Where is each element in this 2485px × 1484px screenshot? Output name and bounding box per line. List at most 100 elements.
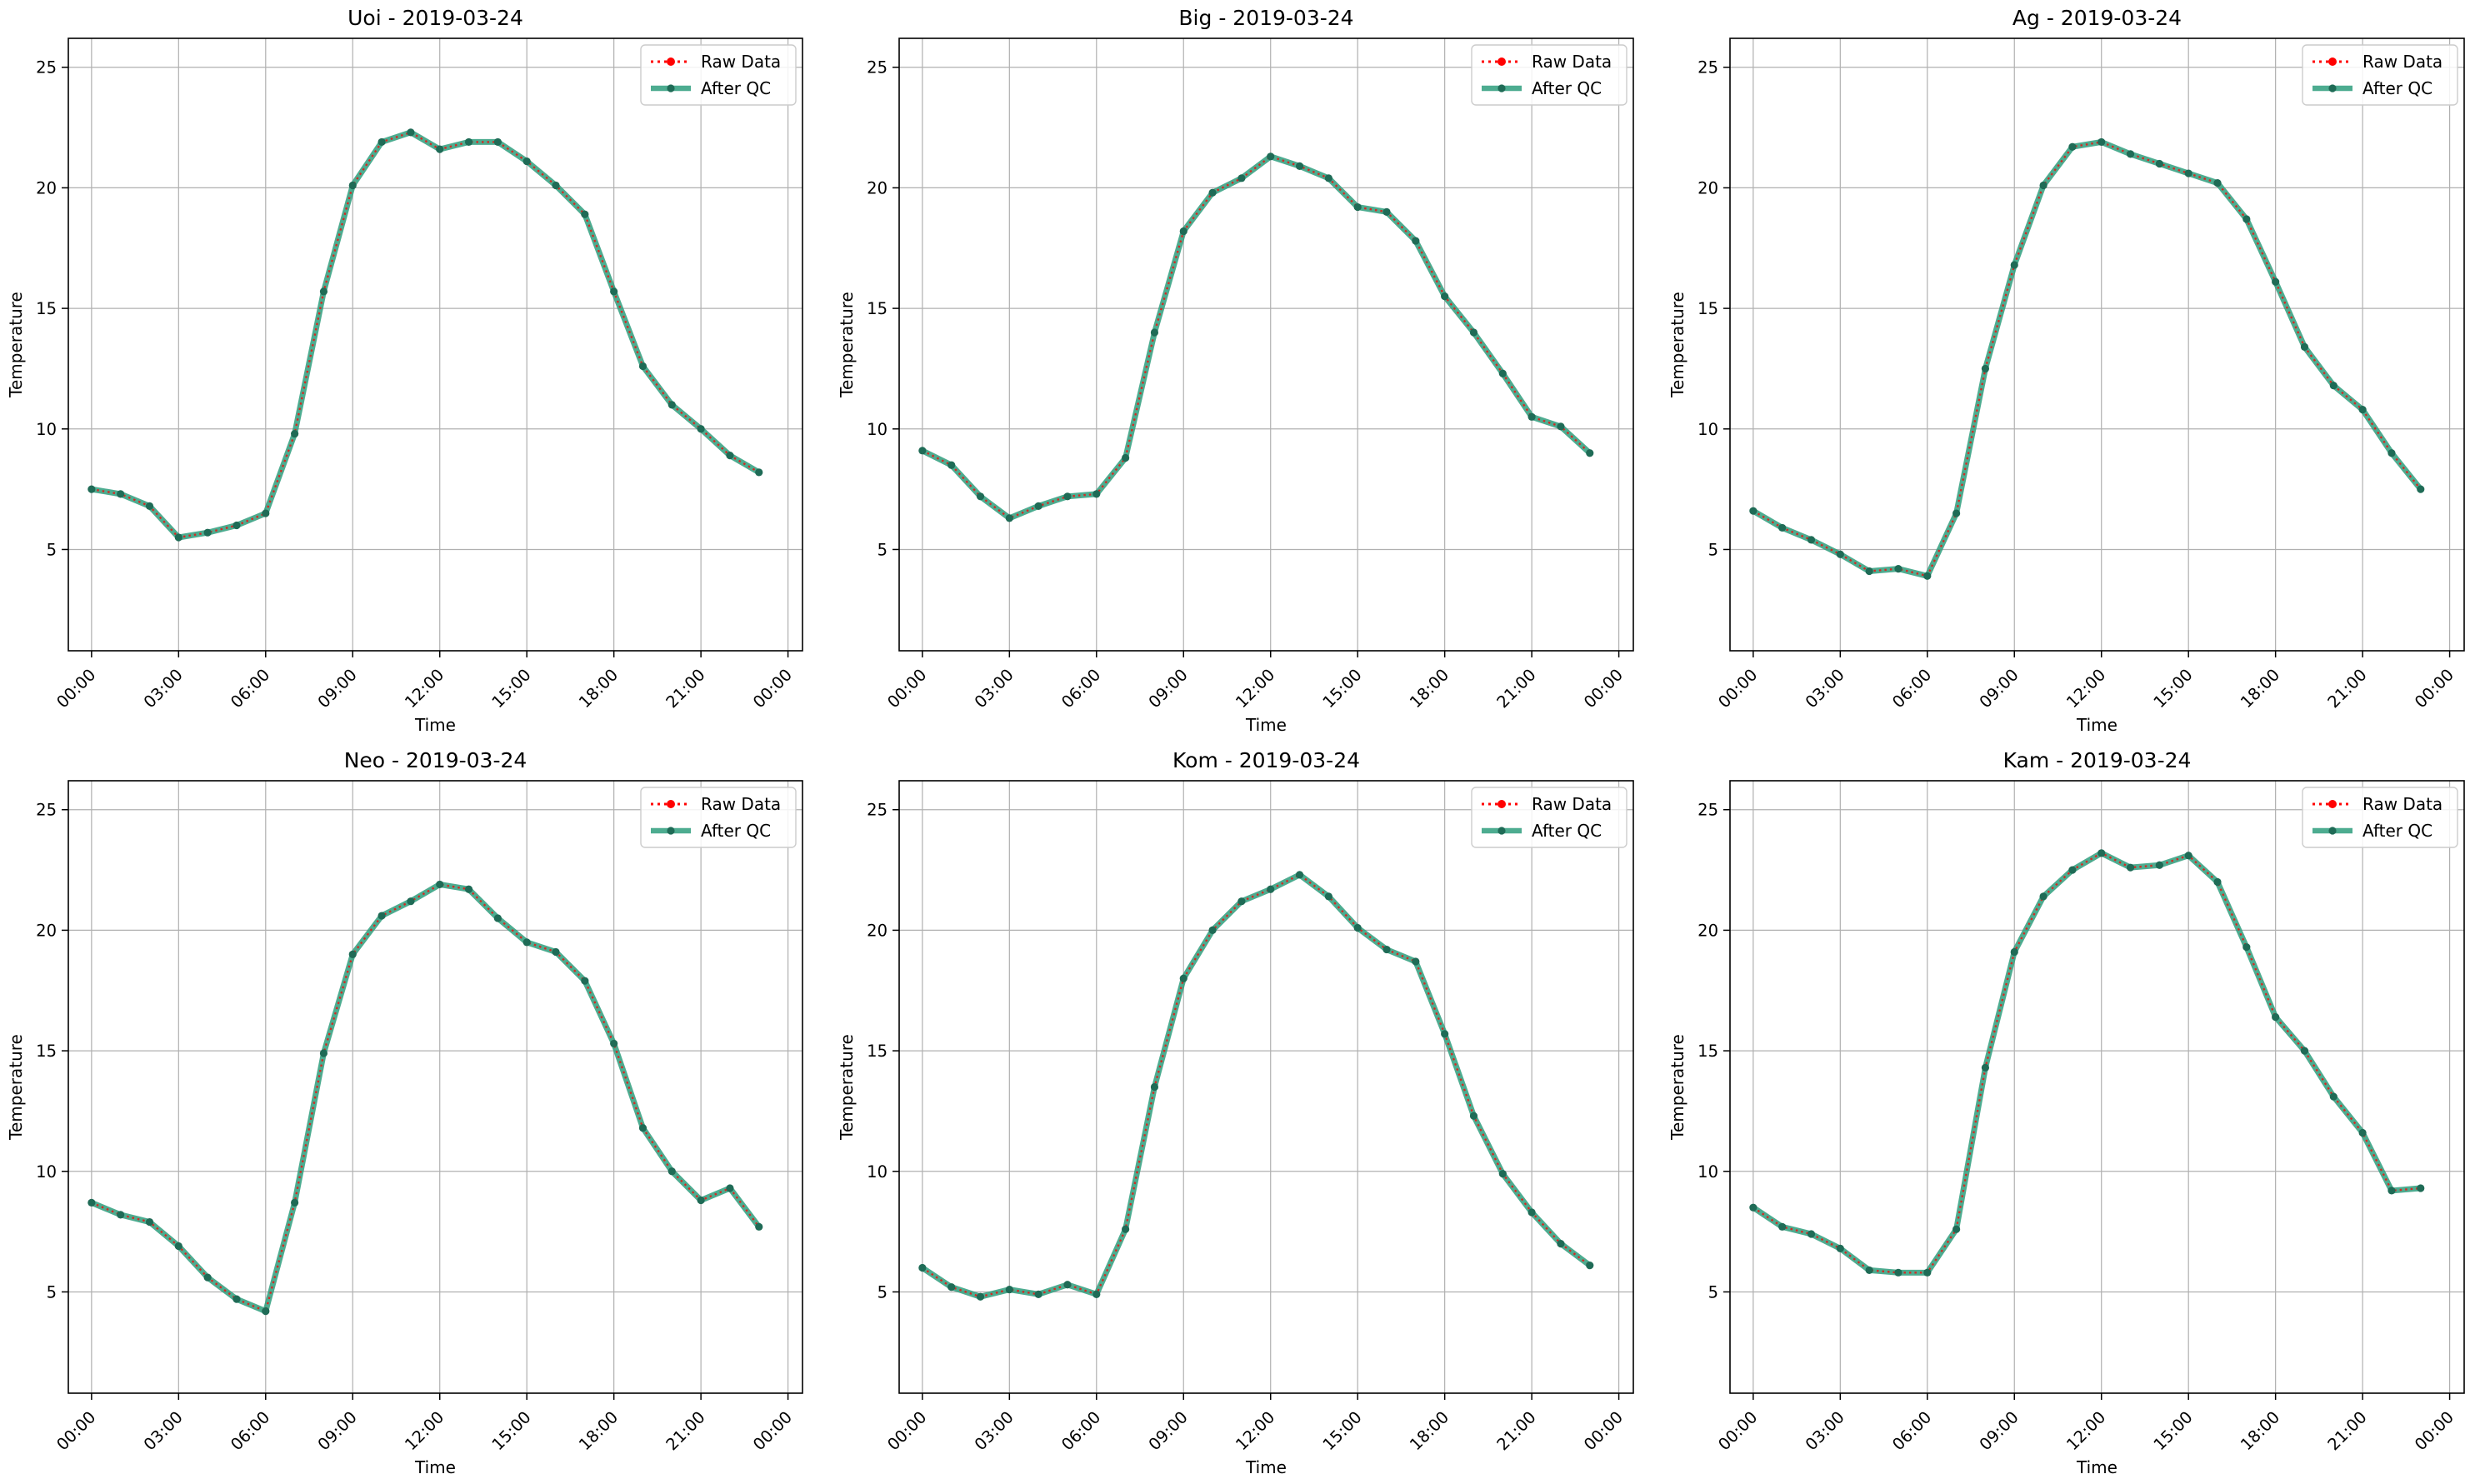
y-tick-label: 15 xyxy=(36,1042,57,1061)
data-point xyxy=(407,128,415,137)
data-point xyxy=(2068,142,2077,151)
legend-marker-after-qc xyxy=(2328,84,2337,92)
data-point xyxy=(2358,1128,2367,1137)
y-tick-label: 5 xyxy=(47,540,57,559)
x-axis-label: Time xyxy=(414,1457,456,1477)
x-tick-label: 00:00 xyxy=(883,665,930,712)
data-point xyxy=(262,509,270,517)
data-point xyxy=(2098,849,2106,857)
data-point xyxy=(2184,852,2192,860)
data-point xyxy=(552,947,560,957)
x-tick-label: 00:00 xyxy=(1580,665,1627,712)
y-tick-label: 15 xyxy=(867,299,888,318)
x-tick-label: 03:00 xyxy=(1802,1407,1848,1454)
series-line-raw-data xyxy=(91,131,760,539)
data-point xyxy=(1005,1285,1013,1294)
y-tick-label: 5 xyxy=(47,1282,57,1302)
y-axis-label: Temperature xyxy=(837,292,857,398)
series-line-raw-data xyxy=(1752,141,2422,577)
data-point xyxy=(1092,1290,1101,1298)
y-tick-label: 15 xyxy=(1698,1042,1718,1061)
data-point xyxy=(1557,422,1565,431)
x-tick-label: 12:00 xyxy=(2062,1407,2109,1454)
legend-label-after-qc: After QC xyxy=(2362,821,2432,841)
data-point xyxy=(1923,572,1932,580)
axes-frame xyxy=(68,780,803,1394)
data-point xyxy=(610,287,618,296)
y-tick-label: 25 xyxy=(36,58,57,77)
y-tick-label: 5 xyxy=(878,540,888,559)
data-point xyxy=(2417,485,2425,493)
x-tick-label: 09:00 xyxy=(1976,1407,2022,1454)
series-line-raw-data xyxy=(922,873,1591,1298)
series-line-raw-data xyxy=(1752,852,2421,1274)
axes-frame xyxy=(898,780,1634,1394)
x-tick-label: 15:00 xyxy=(2150,1407,2197,1454)
series-line-after-qc xyxy=(1752,138,2423,579)
data-point xyxy=(2329,382,2338,390)
data-point xyxy=(291,429,299,438)
data-point xyxy=(1208,926,1217,935)
legend-label-after-qc: After QC xyxy=(1532,821,1602,841)
data-point xyxy=(1353,202,1362,212)
data-point xyxy=(1324,892,1332,901)
data-point xyxy=(378,912,386,920)
subplot-5: Kom - 2019-03-24 00:00 03:00 06:00 09:00 12:0… xyxy=(837,748,1634,1477)
y-tick-label: 25 xyxy=(36,801,57,820)
data-point xyxy=(1122,1225,1130,1233)
data-point xyxy=(2155,159,2163,168)
y-tick-label: 25 xyxy=(867,801,888,820)
legend: Raw Data After QC xyxy=(2302,787,2458,848)
series-line-after-qc xyxy=(921,153,1592,522)
data-point xyxy=(1894,565,1902,573)
data-point xyxy=(1412,957,1420,966)
x-tick-label: 03:00 xyxy=(1802,665,1848,712)
data-point xyxy=(1469,328,1478,337)
legend-label-raw-data: Raw Data xyxy=(701,52,781,72)
x-tick-label: 00:00 xyxy=(1714,1407,1761,1454)
data-point xyxy=(668,1167,676,1176)
data-point xyxy=(1557,1239,1565,1248)
data-point xyxy=(918,1263,927,1272)
y-tick-label: 20 xyxy=(867,178,888,197)
y-tick-label: 25 xyxy=(1698,801,1718,820)
data-point xyxy=(2388,1187,2396,1195)
x-axis-label: Time xyxy=(1245,715,1287,735)
x-tick-label: 18:00 xyxy=(2237,1407,2283,1454)
x-tick-label: 00:00 xyxy=(2411,665,2458,712)
y-tick-label: 10 xyxy=(1698,420,1718,439)
subplot-title: Kom - 2019-03-24 xyxy=(1172,748,1360,772)
series-line-after-qc xyxy=(920,872,1592,1300)
data-point xyxy=(2184,169,2192,177)
data-point xyxy=(348,950,357,958)
x-tick-label: 00:00 xyxy=(1580,1407,1627,1454)
x-tick-label: 12:00 xyxy=(2062,665,2109,712)
y-tick-label: 25 xyxy=(1698,58,1718,77)
x-tick-label: 21:00 xyxy=(662,1407,709,1454)
data-point xyxy=(1063,492,1072,501)
x-axis-label: Time xyxy=(1245,1457,1287,1477)
legend-marker-after-qc xyxy=(667,827,675,835)
data-point xyxy=(1063,1281,1072,1289)
x-tick-label: 03:00 xyxy=(971,1407,1018,1454)
x-tick-label: 00:00 xyxy=(2411,1407,2458,1454)
legend-marker-raw-data xyxy=(667,800,675,808)
legend: Raw Data After QC xyxy=(2302,44,2458,106)
data-point xyxy=(203,528,212,537)
data-point xyxy=(145,502,154,510)
data-point xyxy=(319,287,328,296)
data-point xyxy=(1923,1268,1932,1277)
x-tick-label: 18:00 xyxy=(575,665,622,712)
data-point xyxy=(697,1196,705,1205)
data-point xyxy=(1836,1244,1844,1252)
legend-label-raw-data: Raw Data xyxy=(2362,52,2442,72)
data-point xyxy=(436,880,444,889)
data-point xyxy=(2213,877,2222,887)
data-point xyxy=(638,1124,648,1132)
x-tick-label: 03:00 xyxy=(971,665,1018,712)
legend-label-raw-data: Raw Data xyxy=(1532,794,1612,814)
axes-frame xyxy=(1729,37,2465,652)
data-point xyxy=(976,1292,985,1301)
x-tick-label: 00:00 xyxy=(749,665,796,712)
